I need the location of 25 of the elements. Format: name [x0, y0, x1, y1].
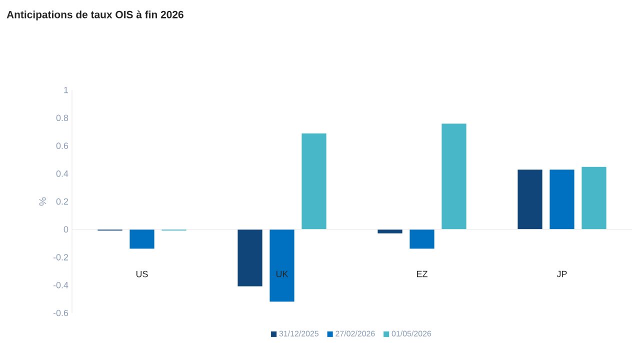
y-tick-label: 0.2 [56, 198, 68, 205]
y-tick-label: -0.4 [53, 282, 68, 288]
x-tick-label: US [136, 270, 148, 278]
x-tick-label: JP [556, 270, 567, 278]
bar [129, 229, 155, 250]
chart-title: Anticipations de taux OIS à fin 2026 [6, 10, 184, 20]
bar [517, 169, 543, 230]
y-tick-label: -0.6 [53, 310, 68, 316]
y-tick-label: 0 [64, 226, 68, 233]
y-axis-title: % [39, 197, 46, 206]
x-tick-label: EZ [417, 270, 428, 278]
y-tick-label: 0.8 [56, 114, 68, 122]
bar [301, 133, 327, 230]
bar [441, 123, 467, 230]
bar [377, 229, 403, 234]
bar [237, 229, 263, 287]
y-tick-label: 1 [64, 86, 68, 94]
bar [581, 166, 607, 230]
x-tick-label: UK [276, 270, 288, 278]
bar [269, 229, 295, 302]
y-tick-label: -0.2 [53, 254, 68, 260]
y-tick-label: 0.4 [56, 170, 68, 177]
bar [409, 229, 435, 250]
y-tick-label: 0.6 [56, 142, 68, 149]
bar [549, 169, 575, 230]
